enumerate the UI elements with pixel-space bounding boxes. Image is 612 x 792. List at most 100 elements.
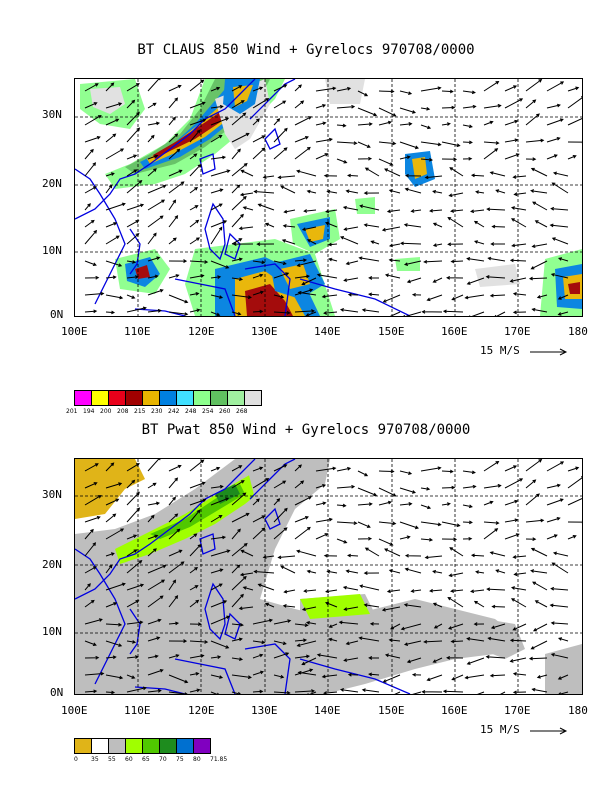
wind-arrow bbox=[426, 294, 443, 302]
wind-arrow bbox=[531, 687, 548, 693]
panel2-map-svg bbox=[75, 459, 582, 694]
wind-arrow bbox=[126, 655, 139, 659]
wind-arrow bbox=[273, 260, 287, 266]
wind-arrow bbox=[147, 618, 162, 625]
wind-arrow bbox=[277, 175, 296, 180]
colorbar-swatch bbox=[125, 390, 143, 406]
wind-arrow bbox=[486, 587, 506, 592]
wind-arrow bbox=[210, 600, 228, 608]
wind-arrow bbox=[147, 289, 164, 296]
wind-arrow bbox=[273, 100, 287, 109]
wind-arrow bbox=[359, 204, 380, 211]
wind-arrow bbox=[232, 242, 254, 247]
wind-arrow bbox=[364, 167, 380, 177]
wind-arrow bbox=[147, 534, 159, 540]
colorbar-label: 268 bbox=[236, 408, 248, 415]
wind-arrow bbox=[483, 461, 500, 472]
wind-arrow bbox=[189, 543, 202, 557]
wind-arrow bbox=[273, 507, 288, 523]
panel2-xtick: 120E bbox=[188, 704, 215, 717]
wind-arrow bbox=[126, 294, 136, 299]
wind-arrow bbox=[273, 294, 285, 299]
wind-arrow bbox=[210, 226, 223, 245]
colorbar-label: 71.85 bbox=[210, 756, 228, 763]
wind-arrow bbox=[429, 208, 443, 213]
wind-arrow bbox=[256, 242, 275, 247]
wind-arrow bbox=[450, 259, 464, 264]
wind-arrow bbox=[189, 219, 200, 228]
wind-vectors bbox=[84, 459, 582, 694]
panel1-xtick: 170E bbox=[504, 325, 531, 338]
wind-arrow bbox=[525, 138, 545, 143]
wind-arrow bbox=[210, 535, 227, 540]
wind-arrow bbox=[189, 308, 201, 313]
wind-arrow bbox=[231, 637, 243, 642]
wind-arrow bbox=[525, 79, 543, 92]
wind-arrow bbox=[483, 521, 500, 525]
wind-arrow bbox=[426, 674, 443, 682]
wind-arrow bbox=[105, 528, 125, 540]
wind-arrow bbox=[531, 307, 548, 313]
wind-arrow bbox=[168, 97, 179, 109]
wind-arrow bbox=[404, 173, 422, 178]
wind-arrow bbox=[315, 104, 327, 109]
wind-arrow bbox=[378, 120, 392, 126]
wind-arrow bbox=[462, 536, 473, 541]
wind-arrow bbox=[306, 239, 317, 245]
wind-arrow bbox=[536, 674, 548, 679]
wind-arrow bbox=[403, 603, 422, 608]
wind-arrow bbox=[252, 478, 270, 489]
wind-arrow bbox=[189, 274, 205, 279]
pwat-field bbox=[75, 459, 582, 694]
wind-arrow bbox=[147, 636, 161, 642]
wind-arrow bbox=[189, 533, 198, 540]
wind-arrow bbox=[525, 479, 537, 489]
wind-arrow bbox=[531, 243, 548, 248]
wind-arrow bbox=[84, 655, 100, 660]
wind-arrow bbox=[84, 671, 105, 676]
wind-arrow bbox=[448, 192, 464, 198]
colorbar-swatch bbox=[125, 738, 143, 754]
panel2-xtick: 150E bbox=[378, 704, 405, 717]
wind-arrow bbox=[361, 308, 380, 313]
wind-arrow bbox=[489, 293, 506, 298]
wind-arrow bbox=[105, 82, 115, 92]
wind-arrow bbox=[388, 189, 401, 194]
wind-arrow bbox=[126, 640, 137, 644]
panel1-title: BT CLAUS 850 Wind + Gyrelocs 970708/0000 bbox=[137, 42, 475, 58]
wind-arrow bbox=[432, 657, 443, 663]
wind-arrow bbox=[326, 189, 338, 194]
wind-arrow bbox=[475, 190, 485, 194]
wind-arrow bbox=[336, 538, 348, 544]
wind-arrow bbox=[126, 674, 136, 679]
wind-arrow bbox=[368, 276, 380, 280]
wind-arrow bbox=[381, 226, 401, 232]
wind-arrow bbox=[252, 309, 264, 314]
wind-arrow bbox=[315, 121, 327, 126]
wind-arrow bbox=[546, 534, 558, 540]
wind-arrow bbox=[189, 622, 202, 627]
wind-arrow bbox=[273, 272, 290, 279]
wind-arrow bbox=[84, 102, 98, 109]
wind-arrow bbox=[231, 564, 241, 574]
wind-arrow bbox=[378, 487, 397, 497]
wind-arrow bbox=[336, 503, 347, 508]
wind-arrow bbox=[487, 256, 506, 262]
wind-arrow bbox=[273, 147, 288, 160]
colorbar-swatch bbox=[74, 738, 92, 754]
wind-arrow bbox=[239, 572, 254, 577]
wind-arrow bbox=[294, 258, 308, 263]
wind-arrow bbox=[447, 596, 464, 608]
wind-arrow bbox=[546, 137, 561, 143]
wind-arrow bbox=[294, 654, 311, 659]
wind-arrow bbox=[294, 623, 309, 627]
wind-arrow bbox=[432, 243, 443, 247]
wind-arrow bbox=[378, 89, 395, 94]
wind-arrow bbox=[126, 99, 136, 109]
wind-arrow bbox=[306, 189, 317, 194]
wind-arrow bbox=[240, 549, 254, 557]
wind-arrow bbox=[386, 209, 401, 214]
wind-arrow bbox=[382, 294, 401, 303]
wind-arrow bbox=[483, 500, 494, 506]
wind-arrow bbox=[231, 492, 247, 506]
